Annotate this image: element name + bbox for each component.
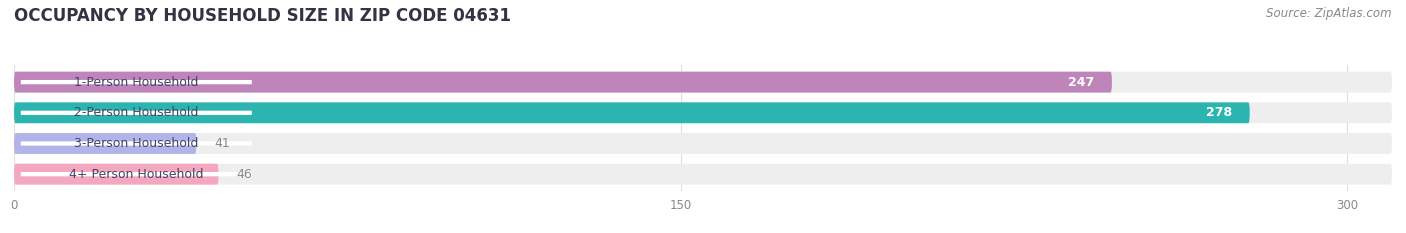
FancyBboxPatch shape <box>14 164 218 185</box>
Text: 4+ Person Household: 4+ Person Household <box>69 168 204 181</box>
Text: 41: 41 <box>214 137 229 150</box>
Text: 1-Person Household: 1-Person Household <box>75 76 198 89</box>
Text: 247: 247 <box>1069 76 1094 89</box>
FancyBboxPatch shape <box>21 111 252 115</box>
FancyBboxPatch shape <box>14 72 1112 93</box>
FancyBboxPatch shape <box>14 133 197 154</box>
FancyBboxPatch shape <box>14 72 1392 93</box>
Text: 2-Person Household: 2-Person Household <box>75 106 198 119</box>
FancyBboxPatch shape <box>21 141 252 146</box>
FancyBboxPatch shape <box>14 164 1392 185</box>
Text: Source: ZipAtlas.com: Source: ZipAtlas.com <box>1267 7 1392 20</box>
Text: OCCUPANCY BY HOUSEHOLD SIZE IN ZIP CODE 04631: OCCUPANCY BY HOUSEHOLD SIZE IN ZIP CODE … <box>14 7 510 25</box>
FancyBboxPatch shape <box>14 133 1392 154</box>
FancyBboxPatch shape <box>14 102 1250 123</box>
FancyBboxPatch shape <box>21 172 252 176</box>
FancyBboxPatch shape <box>14 102 1392 123</box>
Text: 278: 278 <box>1206 106 1232 119</box>
Text: 46: 46 <box>236 168 252 181</box>
FancyBboxPatch shape <box>21 80 252 84</box>
Text: 3-Person Household: 3-Person Household <box>75 137 198 150</box>
